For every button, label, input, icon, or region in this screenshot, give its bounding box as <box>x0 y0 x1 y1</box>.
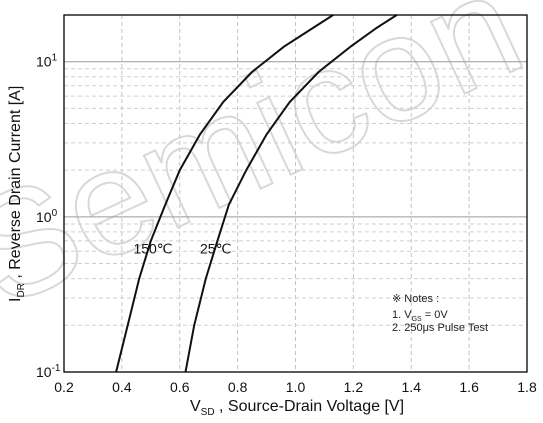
curve-label-25c: 25℃ <box>200 241 231 257</box>
x-tick-label: 0.6 <box>170 379 190 395</box>
y-tick-label: 10-1 <box>36 363 61 380</box>
y-tick-base: 10 <box>36 54 52 70</box>
note-line-1-sub: GS <box>412 316 422 323</box>
y-tick-exponent: 1 <box>52 53 58 64</box>
x-axis-label-prefix: V <box>190 398 201 415</box>
x-axis-label-rest: , Source-Drain Voltage [V] <box>215 398 404 415</box>
x-tick-label: 1.4 <box>402 379 422 395</box>
y-tick-label: 100 <box>36 208 58 225</box>
note-line-2: 2. 250μs Pulse Test <box>392 322 488 334</box>
y-axis-label-rest: , Reverse Drain Current [A] <box>7 86 24 283</box>
y-tick-exponent: -1 <box>52 363 61 374</box>
x-tick-label: 0.4 <box>112 379 132 395</box>
x-tick-label: 1.2 <box>344 379 364 395</box>
curve-label-150c: 150℃ <box>133 241 172 257</box>
notes-title: ※ Notes : <box>392 293 439 305</box>
y-axis-label-prefix: I <box>7 298 24 302</box>
y-tick-base: 10 <box>36 364 52 380</box>
x-tick-label: 1.6 <box>459 379 479 395</box>
x-tick-label: 0.8 <box>228 379 248 395</box>
x-tick-label: 1.0 <box>286 379 306 395</box>
x-tick-label: 1.8 <box>517 379 537 395</box>
x-axis-label: VSD , Source-Drain Voltage [V] <box>190 398 404 418</box>
series-line-1 <box>184 14 398 373</box>
x-tick-label: 0.2 <box>54 379 74 395</box>
note-line-1-rest: = 0V <box>422 309 449 321</box>
series-line-0 <box>115 14 334 373</box>
plot-frame <box>63 14 528 373</box>
y-axis-label: IDR , Reverse Drain Current [A] <box>7 86 27 302</box>
watermark: Semicon <box>0 0 543 339</box>
x-axis-label-sub: SD <box>201 407 215 418</box>
y-axis-label-sub: DR <box>16 283 27 297</box>
x-tick-labels: 0.2 0.4 0.6 0.8 1.0 1.2 1.4 1.6 1.8 <box>54 379 537 395</box>
note-line-1: 1. VGS = 0V <box>392 309 448 323</box>
grid <box>64 14 527 372</box>
y-tick-exponent: 0 <box>52 208 58 219</box>
notes-box: ※ Notes : 1. VGS = 0V 2. 250μs Pulse Tes… <box>392 293 488 334</box>
y-tick-label: 101 <box>36 53 58 70</box>
data-series <box>115 14 398 373</box>
note-line-1-prefix: 1. V <box>392 309 412 321</box>
y-tick-base: 10 <box>36 209 52 225</box>
